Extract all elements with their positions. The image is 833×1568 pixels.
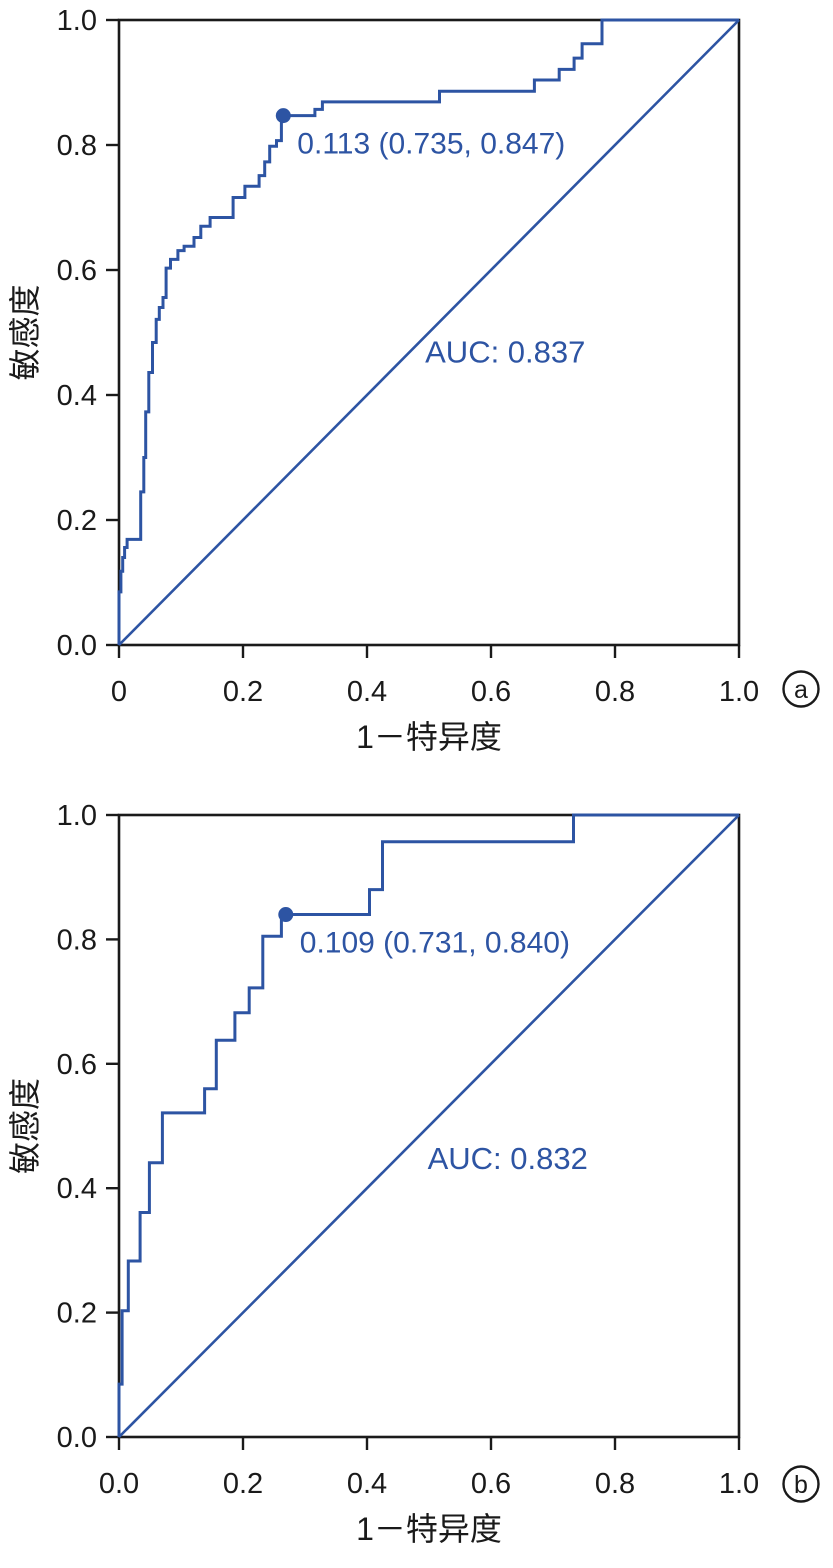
auc-label: AUC: 0.832 bbox=[428, 1141, 588, 1176]
x-axis-tick-label: 0.4 bbox=[347, 676, 387, 708]
y-axis-tick-label: 0.2 bbox=[57, 1298, 97, 1330]
y-axis-tick-label: 0.4 bbox=[57, 380, 97, 412]
x-axis-tick-label: 0.2 bbox=[223, 1468, 263, 1500]
roc-chart-b-svg: 0.0 0.2 0.4 0.6 0.8 1.0 0.0 0.2 0.4 0.6 0.8 1.0 1－特异… bbox=[7, 800, 820, 1547]
roc-panel-b: 0.0 0.2 0.4 0.6 0.8 1.0 0.0 0.2 0.4 0.6 0.8 1.0 1－特异… bbox=[0, 784, 833, 1568]
y-axis-tick-label: 1.0 bbox=[57, 800, 97, 832]
x-axis-tick-label: 0.2 bbox=[223, 676, 263, 708]
plot-border bbox=[117, 813, 741, 1439]
x-axis-tick-label: 0 bbox=[111, 676, 127, 708]
x-axis-tick-label: 0.6 bbox=[471, 1468, 511, 1500]
x-axis-tick-label: 1.0 bbox=[719, 1468, 759, 1500]
x-axis-tick-label: 0.0 bbox=[99, 1468, 139, 1500]
cutoff-point-marker bbox=[275, 108, 291, 124]
panel-letter: a bbox=[794, 676, 808, 704]
cutoff-point-label: 0.109 (0.731, 0.840) bbox=[300, 927, 570, 960]
panel-letter-circle bbox=[782, 1465, 820, 1503]
x-axis-tick-label: 0.8 bbox=[595, 676, 635, 708]
x-axis-tick-label: 0.4 bbox=[347, 1468, 387, 1500]
x-axis-tick-label: 0.6 bbox=[471, 676, 511, 708]
x-axis-label: 1－特异度 bbox=[356, 1511, 502, 1547]
y-axis-tick-label: 0.6 bbox=[57, 255, 97, 287]
y-axis-tick-label: 0.4 bbox=[57, 1173, 97, 1205]
y-axis-tick-label: 0.8 bbox=[57, 924, 97, 956]
roc-curve bbox=[117, 813, 739, 1437]
y-axis-tick-label: 0.0 bbox=[57, 630, 97, 662]
x-axis-tick-label: 0.8 bbox=[595, 1468, 635, 1500]
x-axis-tick-label: 1.0 bbox=[719, 676, 759, 708]
y-axis-tick-label: 0.0 bbox=[57, 1422, 97, 1454]
roc-curve bbox=[117, 18, 739, 645]
roc-panel-a: 0 0.2 0.4 0.6 0.8 1.0 0.0 0.2 0.4 0.6 0.8 1.0 1－特异度 敏… bbox=[7, 5, 820, 755]
reference-diagonal-line bbox=[118, 814, 740, 1438]
y-axis-label: 敏感度 bbox=[7, 1078, 43, 1174]
y-axis-tick-label: 0.6 bbox=[57, 1049, 97, 1081]
cutoff-point-label: 0.113 (0.735, 0.847) bbox=[297, 128, 565, 161]
panel-letter-circle bbox=[782, 670, 820, 708]
y-axis-tick-label: 1.0 bbox=[57, 5, 97, 37]
y-axis-tick-label: 0.8 bbox=[57, 130, 97, 162]
y-axis-label: 敏感度 bbox=[7, 284, 43, 380]
panel-letter: b bbox=[794, 1471, 808, 1499]
roc-chart-a-svg: 0 0.2 0.4 0.6 0.8 1.0 0.0 0.2 0.4 0.6 0.8 1.0 1－特异度 敏… bbox=[7, 5, 820, 755]
plot-border bbox=[117, 18, 741, 647]
reference-diagonal-line bbox=[118, 19, 740, 646]
cutoff-point-marker bbox=[278, 907, 294, 923]
auc-label: AUC: 0.837 bbox=[425, 335, 585, 370]
x-axis-label: 1－特异度 bbox=[356, 719, 502, 755]
y-axis-tick-label: 0.2 bbox=[57, 505, 97, 537]
